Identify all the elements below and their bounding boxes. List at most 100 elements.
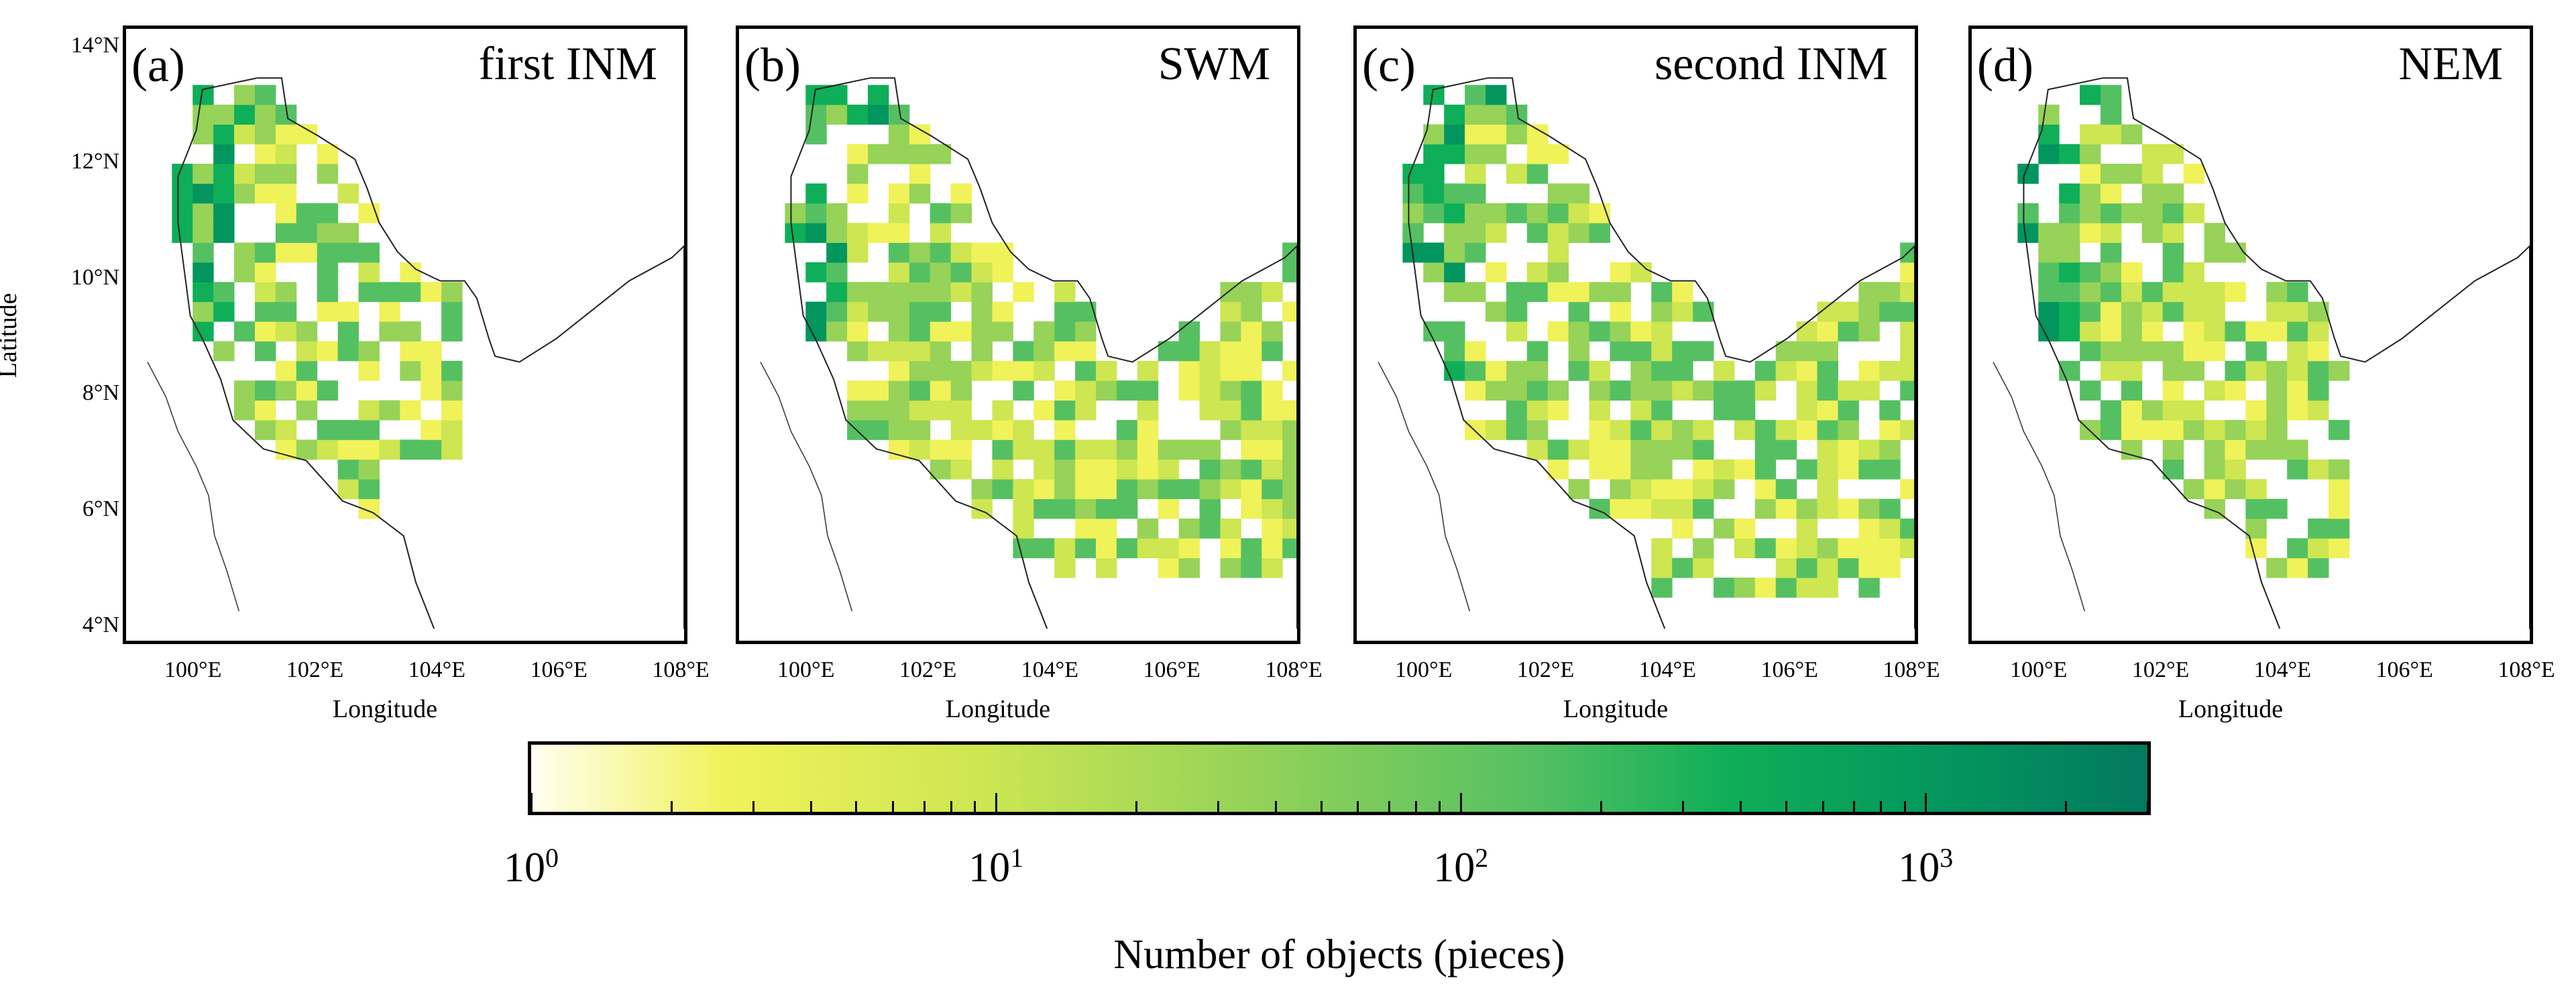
grid-cell — [1282, 419, 1297, 440]
coastline-andaman — [1378, 362, 1471, 612]
grid-cell — [1137, 360, 1159, 381]
grid-cell — [421, 282, 442, 303]
grid-cell — [1900, 262, 1915, 282]
grid-cell — [317, 164, 339, 184]
grid-cell — [1796, 380, 1818, 401]
grid-cell — [213, 282, 235, 303]
grid-cell — [1116, 498, 1138, 519]
grid-cell — [1775, 439, 1797, 460]
grid-cell — [400, 360, 421, 381]
x-tick-label: 104°E — [408, 657, 466, 682]
grid-cell — [1817, 459, 1838, 480]
map-panel-swm: (b) SWM — [736, 25, 1300, 644]
grid-cell — [1199, 498, 1221, 519]
grid-cell — [1262, 380, 1283, 401]
grid-cell — [2141, 400, 2164, 421]
grid-cell — [400, 282, 421, 303]
grid-cell — [2121, 400, 2143, 421]
grid-cell — [1220, 558, 1241, 578]
grid-cell — [1199, 360, 1221, 381]
grid-cell — [1630, 341, 1652, 362]
grid-cell — [1775, 538, 1797, 559]
grid-cell — [909, 124, 931, 145]
grid-cell — [275, 380, 297, 401]
coastline-west — [2023, 77, 2281, 629]
coastline-west — [177, 77, 435, 629]
grid-cell — [234, 85, 256, 105]
grid-cell — [1465, 164, 1486, 184]
grid-cell — [1075, 479, 1097, 499]
x-tick-label: 106°E — [530, 657, 587, 682]
grid-cell — [1033, 400, 1055, 421]
grid-cell — [2141, 301, 2164, 322]
colorbar-minor-tick — [1852, 801, 1855, 812]
grid-cell — [213, 301, 235, 322]
grid-cell — [1116, 439, 1138, 460]
grid-cell — [1262, 538, 1283, 559]
grid-cell — [930, 144, 952, 164]
colorbar-minor-tick — [1903, 801, 1906, 812]
colorbar-major-tick — [995, 793, 998, 812]
grid-cell — [1033, 498, 1055, 519]
grid-cell — [275, 242, 297, 263]
grid-cell — [930, 242, 952, 263]
x-tick-label: 100°E — [2010, 657, 2068, 682]
grid-cell — [2101, 242, 2122, 263]
grid-cell — [826, 104, 848, 125]
grid-cell — [441, 439, 463, 460]
grid-cell — [2266, 439, 2288, 460]
grid-cell — [2141, 183, 2164, 204]
grid-cell — [1568, 360, 1590, 381]
grid-cell — [1610, 321, 1631, 341]
grid-cell — [1033, 341, 1055, 362]
grid-cell — [888, 400, 910, 421]
grid-cell — [2038, 104, 2060, 125]
grid-cell — [930, 203, 952, 223]
panel-letter: (b) — [744, 38, 801, 92]
grid-cell — [317, 203, 339, 223]
grid-cell — [2121, 419, 2143, 440]
grid-cell — [2059, 282, 2080, 303]
grid-cell — [1651, 282, 1673, 303]
grid-cell — [2162, 439, 2184, 460]
grid-cell — [1075, 518, 1097, 539]
colorbar-minor-tick — [892, 801, 895, 812]
grid-cell — [1630, 498, 1652, 519]
grid-cell — [888, 419, 910, 440]
grid-cell — [296, 400, 318, 421]
grid-cell — [992, 301, 1013, 322]
x-tick-label: 100°E — [164, 657, 222, 682]
grid-cell — [1054, 282, 1076, 303]
grid-cell — [337, 183, 359, 204]
grid-cell — [2080, 262, 2101, 282]
grid-cell — [172, 203, 193, 223]
grid-cell — [2245, 538, 2267, 559]
grid-cell — [2225, 459, 2246, 480]
colorbar-minor-tick — [1740, 801, 1742, 812]
grid-cell — [950, 400, 972, 421]
grid-cell — [317, 439, 339, 460]
grid-cell — [1589, 360, 1610, 381]
grid-cell — [1096, 558, 1117, 578]
grid-cell — [1199, 341, 1221, 362]
grid-cell — [1013, 360, 1034, 381]
grid-cell — [1754, 419, 1777, 440]
grid-cell — [930, 282, 952, 303]
grid-cell — [255, 85, 276, 105]
grid-cell — [2287, 558, 2308, 578]
x-tick-label: 104°E — [1638, 657, 1697, 682]
grid-cell — [888, 242, 910, 263]
grid-cell — [1610, 498, 1631, 519]
grid-cell — [1075, 538, 1097, 559]
grid-cell — [2141, 321, 2164, 341]
grid-cell — [805, 321, 827, 341]
grid-cell — [2080, 419, 2101, 440]
grid-cell — [1402, 223, 1424, 244]
grid-cell — [1444, 321, 1465, 341]
grid-cell — [2017, 164, 2039, 184]
coastline-east — [870, 77, 1297, 629]
grid-cell — [1817, 380, 1838, 401]
grid-cell — [1879, 360, 1901, 381]
map-canvas — [760, 77, 1297, 629]
grid-cell — [1282, 538, 1297, 559]
